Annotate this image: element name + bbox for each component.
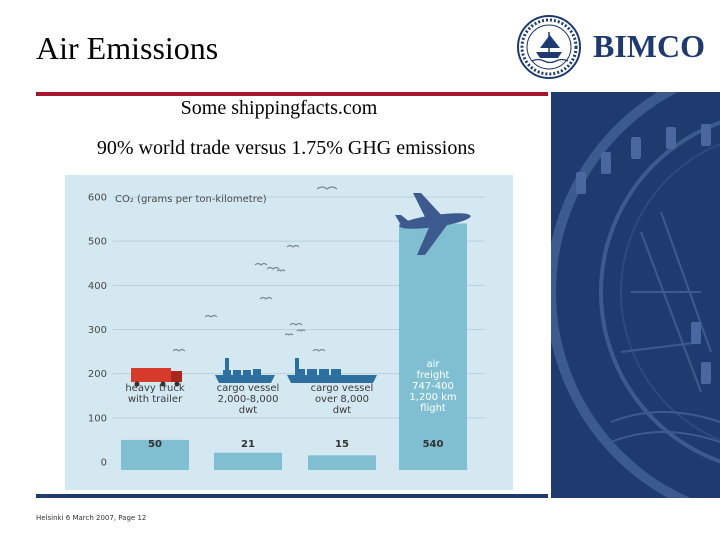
- y-tick-label: 400: [88, 281, 107, 292]
- brand-name: BIMCO: [593, 28, 705, 64]
- category-label: cargo vessel: [217, 383, 280, 394]
- category-label: 2,000-8,000: [218, 394, 279, 405]
- y-tick-label: 200: [88, 369, 107, 380]
- bar: [121, 439, 189, 470]
- category-label: 747-400: [412, 381, 454, 392]
- category-label: 1,200 km: [409, 392, 456, 403]
- category-label: dwt: [239, 405, 258, 416]
- bird-icons: [172, 186, 338, 352]
- y-tick-label: 600: [88, 193, 107, 204]
- subtitle-line-1: Some shippingfacts.com: [180, 97, 378, 119]
- bar: [308, 455, 376, 470]
- y-tick-label: 100: [88, 413, 107, 424]
- bar: [399, 223, 467, 470]
- y-tick-label: 0: [101, 458, 107, 469]
- y-tick-label: 500: [88, 237, 107, 248]
- category-label: cargo vessel: [311, 383, 374, 394]
- title-divider: [36, 92, 548, 96]
- category-label: heavy truck: [125, 383, 185, 394]
- value-label: 540: [423, 439, 444, 450]
- seal-panel: [551, 92, 720, 498]
- category-label: air: [426, 359, 440, 370]
- chart-title: CO₂ (grams per ton-kilometre): [115, 194, 267, 205]
- footer-text: Helsinki 6 March 2007, Page 12: [36, 514, 147, 522]
- co2-bar-chart: 0 100 200 300 400 500 600 50 21 15 540 CO₂ (grams…: [65, 175, 513, 490]
- value-label: 21: [241, 439, 255, 450]
- plane-icon: [395, 193, 471, 255]
- category-label: dwt: [333, 405, 352, 416]
- category-label: over 8,000: [315, 394, 369, 405]
- seal-watermark-icon: [551, 92, 720, 498]
- category-label: with trailer: [128, 394, 183, 405]
- seal-logo-icon: [517, 15, 581, 79]
- page-title: Air Emissions: [36, 30, 219, 66]
- ship-icon: [287, 358, 377, 383]
- value-label: 50: [148, 439, 162, 450]
- footer-divider: [36, 494, 548, 498]
- category-label: freight: [417, 370, 450, 381]
- ship-icon: [215, 358, 275, 383]
- bar: [214, 452, 282, 470]
- y-tick-label: 300: [88, 325, 107, 336]
- subtitle-line-2: 90% world trade versus 1.75% GHG emissio…: [96, 137, 476, 159]
- category-label: flight: [420, 403, 446, 414]
- truck-icon: [131, 368, 182, 387]
- value-label: 15: [335, 439, 349, 450]
